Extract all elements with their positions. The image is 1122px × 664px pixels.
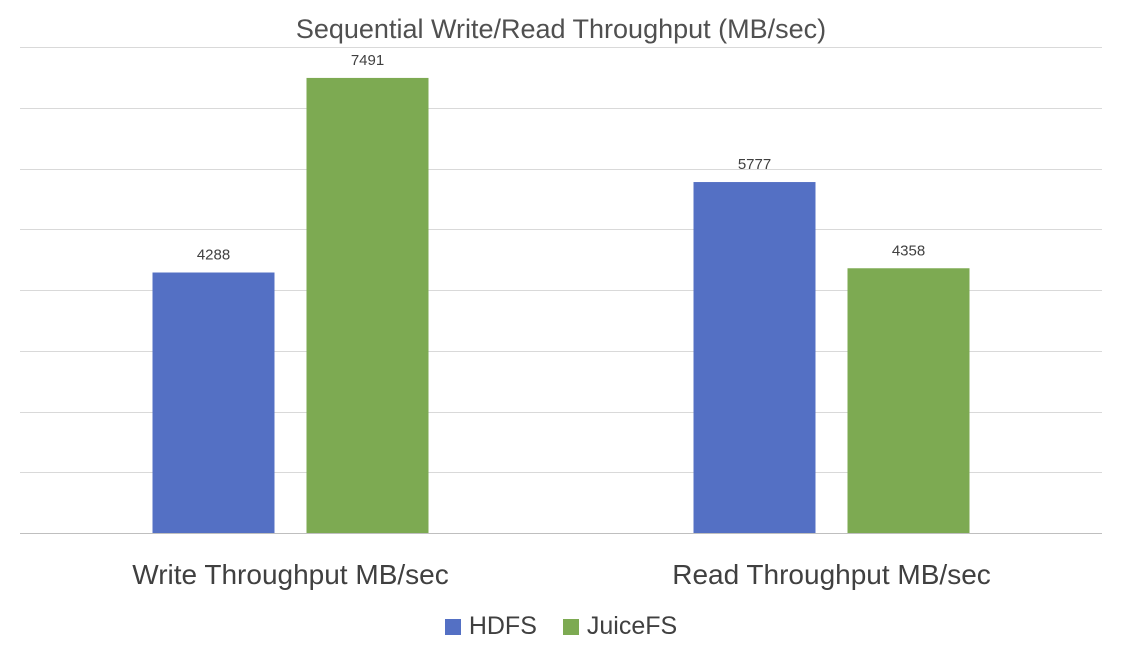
chart-title: Sequential Write/Read Throughput (MB/sec…: [295, 14, 827, 44]
bars: [152, 77, 970, 534]
bar-hdfs-0: [152, 272, 275, 533]
legend: HDFS JuiceFS: [0, 612, 1122, 641]
bar-juicefs-0: [306, 77, 429, 533]
data-label-hdfs-0: 4288: [197, 247, 230, 264]
legend-label-hdfs: HDFS: [468, 612, 537, 640]
category-label-0: Write Throughput MB/sec: [132, 559, 448, 590]
data-label-hdfs-1: 5777: [738, 156, 771, 173]
legend-swatch-hdfs: [444, 618, 461, 635]
category-labels: Write Throughput MB/sec Read Throughput M…: [132, 559, 991, 590]
data-label-juicefs-0: 7491: [351, 52, 384, 69]
data-labels: 4288 7491 5777 4358: [197, 52, 925, 264]
legend-swatch-juicefs: [562, 618, 579, 635]
data-label-juicefs-1: 4358: [892, 242, 925, 259]
bar-juicefs-1: [847, 268, 970, 533]
bar-hdfs-1: [693, 182, 816, 534]
legend-item-juicefs: JuiceFS: [562, 612, 678, 641]
category-label-1: Read Throughput MB/sec: [672, 559, 991, 590]
legend-label-juicefs: JuiceFS: [586, 612, 678, 640]
legend-item-hdfs: HDFS: [444, 612, 537, 641]
